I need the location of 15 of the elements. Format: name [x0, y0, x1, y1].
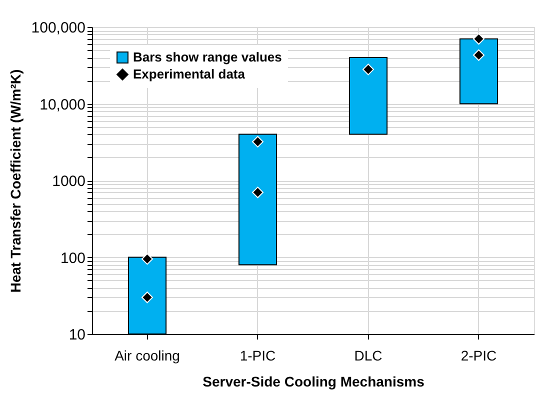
bar: [348, 57, 388, 135]
y-tick-label: 1000: [52, 173, 86, 190]
x-axis-title: Server-Side Cooling Mechanisms: [202, 374, 425, 390]
x-tick-label: 1-PIC: [240, 348, 276, 364]
y-axis-title: Heat Transfer Coefficient (W/m²K): [7, 69, 24, 293]
x-tick-label: Air cooling: [114, 348, 180, 364]
x-tick-label: 2-PIC: [460, 348, 497, 364]
y-tick-label: 100,000: [31, 20, 86, 36]
y-tick-label: 10,000: [40, 96, 86, 114]
y-tick-label: 100: [60, 250, 86, 267]
x-tick-label: DLC: [354, 348, 382, 364]
legend-label: Experimental data: [133, 66, 246, 82]
legend-label: Bars show range values: [133, 50, 282, 64]
y-tick-label: 10: [68, 326, 86, 344]
bar: [238, 134, 278, 266]
